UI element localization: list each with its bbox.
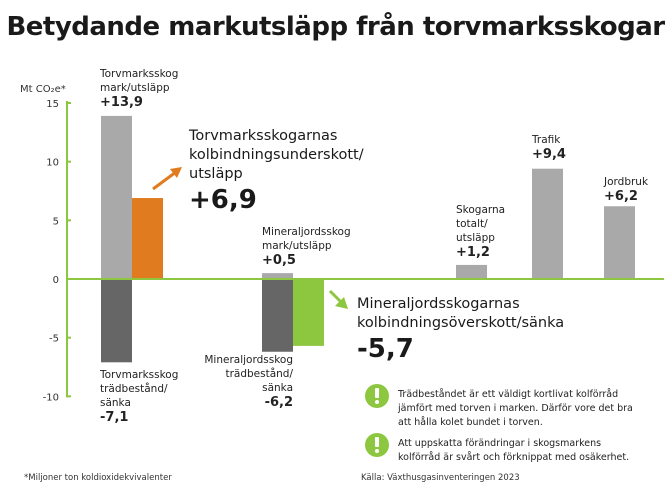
y-tick-label: 15 <box>46 99 59 110</box>
bar-jordbruk <box>604 206 635 279</box>
label-line: kolbindningsöverskott/sänka <box>357 315 565 331</box>
arrow-down-icon <box>328 289 348 309</box>
value-label: -7,1 <box>100 410 129 425</box>
label-jordbruk: Jordbruk +6,2 <box>604 175 648 205</box>
y-tick-label: 10 <box>46 158 59 169</box>
bar-min-trad <box>262 279 293 352</box>
label-line: Mineraljordsskog <box>262 226 351 238</box>
label-min-trad: Mineraljordsskog trädbestånd/ sänka -6,2 <box>190 353 293 411</box>
y-tick-label: -10 <box>43 392 59 403</box>
y-tick-label: 5 <box>53 216 59 227</box>
y-tick-label: -5 <box>49 334 59 345</box>
value-label: -5,7 <box>357 334 414 364</box>
label-skog-tot: Skogarna totalt/ utsläpp +1,2 <box>456 203 505 261</box>
label-trafik: Trafik +9,4 <box>532 133 566 163</box>
bar-torv-trad <box>101 279 132 363</box>
label-torv-trad: Torvmarksskog trädbestånd/ sänka -7,1 <box>100 368 178 426</box>
label-line: Torvmarksskog <box>100 369 179 381</box>
note-line: Trädbeståndet är ett väldigt kortlivat k… <box>398 389 619 400</box>
label-torv-net: Torvmarksskogarnas kolbindningsunderskot… <box>189 127 364 216</box>
arrow-up-icon <box>152 167 182 191</box>
label-line: utsläpp <box>456 232 495 244</box>
label-line: trädbestånd/ <box>100 383 168 395</box>
note-1: Trädbeståndet är ett väldigt kortlivat k… <box>398 388 633 430</box>
exclamation-icon <box>365 433 389 457</box>
label-torv-mark: Torvmarksskog mark/utsläpp +13,9 <box>100 67 178 111</box>
label-line: sänka <box>100 397 131 409</box>
label-line: Mineraljordsskog <box>204 354 293 366</box>
label-line: Jordbruk <box>604 176 649 188</box>
bar-min-mark <box>262 273 293 279</box>
value-label: +6,2 <box>604 189 638 204</box>
label-line: Mineraljordsskogarnas <box>357 296 520 312</box>
y-tick-label: 0 <box>53 275 59 286</box>
label-line: Torvmarksskog <box>100 68 179 80</box>
bar-skog-tot <box>456 264 487 279</box>
label-line: kolbindningsunderskott/ <box>189 147 364 163</box>
label-line: mark/utsläpp <box>100 82 170 94</box>
note-line: jämfört med torven i marken. Därför vore… <box>398 403 633 414</box>
value-label: +1,2 <box>456 245 490 260</box>
label-line: utsläpp <box>189 166 243 182</box>
label-line: Trafik <box>532 134 561 146</box>
bar-torv-mark <box>101 115 132 279</box>
label-min-mark: Mineraljordsskog mark/utsläpp +0,5 <box>262 225 351 269</box>
footnote: *Miljoner ton koldioxidekvivalenter <box>24 473 172 483</box>
exclamation-icon <box>365 384 389 408</box>
label-line: sänka <box>262 382 293 394</box>
label-line: Torvmarksskogarnas <box>189 128 338 144</box>
bar-torv-net <box>132 198 163 279</box>
bar-trafik <box>532 168 563 279</box>
y-axis-label: Mt CO₂e* <box>20 84 66 95</box>
label-line: trädbestånd/ <box>225 368 293 380</box>
label-line: mark/utsläpp <box>262 240 332 252</box>
note-line: att hålla kolet bundet i torven. <box>398 417 543 428</box>
chart-title: Betydande markutsläpp från torvmarksskog… <box>6 12 665 42</box>
note-2: Att uppskatta förändringar i skogsmarken… <box>398 437 629 465</box>
label-min-net: Mineraljordsskogarnas kolbindningsöversk… <box>357 295 564 365</box>
source: Källa: Växthusgasinventeringen 2023 <box>361 473 520 483</box>
label-line: totalt/ <box>456 218 488 230</box>
bar-min-net <box>293 279 324 346</box>
note-line: kolförråd är svårt och förknippat med os… <box>398 452 630 463</box>
note-line: Att uppskatta förändringar i skogsmarken… <box>398 438 602 449</box>
label-line: Skogarna <box>456 204 506 216</box>
value-label: +6,9 <box>189 185 257 215</box>
value-label: +0,5 <box>262 253 296 268</box>
value-label: +9,4 <box>532 147 566 162</box>
value-label: -6,2 <box>264 395 293 410</box>
value-label: +13,9 <box>100 95 143 110</box>
